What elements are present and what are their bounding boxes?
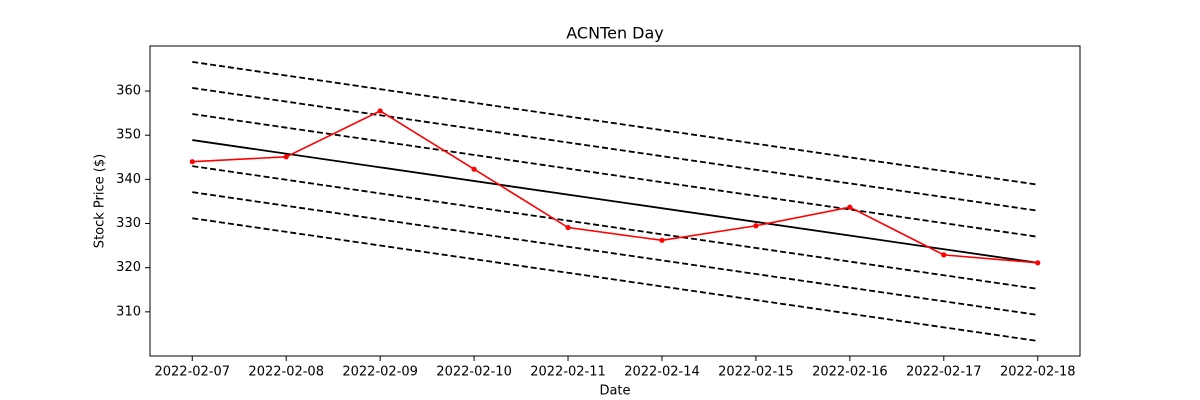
x-tick-label: 2022-02-17: [906, 365, 982, 380]
point: [283, 154, 289, 160]
x-tick-label: 2022-02-10: [436, 365, 512, 380]
x-tick-label: 2022-02-18: [1000, 365, 1076, 380]
y-tick-label: 320: [116, 260, 141, 275]
trend-line: [192, 217, 1038, 342]
x-tick-label: 2022-02-14: [624, 365, 700, 380]
line-series: [192, 110, 1038, 264]
trend-line: [192, 113, 1038, 238]
y-tick-label: 350: [116, 128, 141, 143]
x-tick-label: 2022-02-09: [342, 365, 418, 380]
x-axis-label: Date: [599, 384, 630, 399]
point: [659, 237, 665, 243]
y-tick-label: 310: [116, 304, 141, 319]
point: [1035, 260, 1041, 266]
plot-frame: [149, 45, 1081, 357]
point: [565, 224, 571, 231]
trend-line: [192, 87, 1038, 212]
y-tick-label: 330: [116, 216, 141, 231]
chart-title: ACNTen Day: [566, 24, 664, 43]
point: [377, 108, 383, 114]
trend-line: [192, 191, 1038, 316]
y-tick-label: 360: [116, 84, 141, 99]
point: [471, 166, 477, 172]
x-tick-label: 2022-02-16: [812, 365, 888, 380]
y-tick-label: 340: [116, 172, 141, 187]
x-tick-label: 2022-02-11: [530, 365, 606, 380]
trend-line: [192, 61, 1038, 186]
point: [753, 223, 759, 229]
x-tick-label: 2022-02-07: [154, 365, 230, 380]
trend-line: [192, 139, 1038, 264]
x-tick-label: 2022-02-08: [248, 365, 324, 380]
point: [847, 204, 853, 210]
x-tick-label: 2022-02-15: [718, 365, 794, 380]
point: [189, 159, 195, 165]
y-axis-label: Stock Price ($): [93, 154, 108, 248]
point: [941, 252, 947, 258]
trend-line: [192, 165, 1038, 290]
